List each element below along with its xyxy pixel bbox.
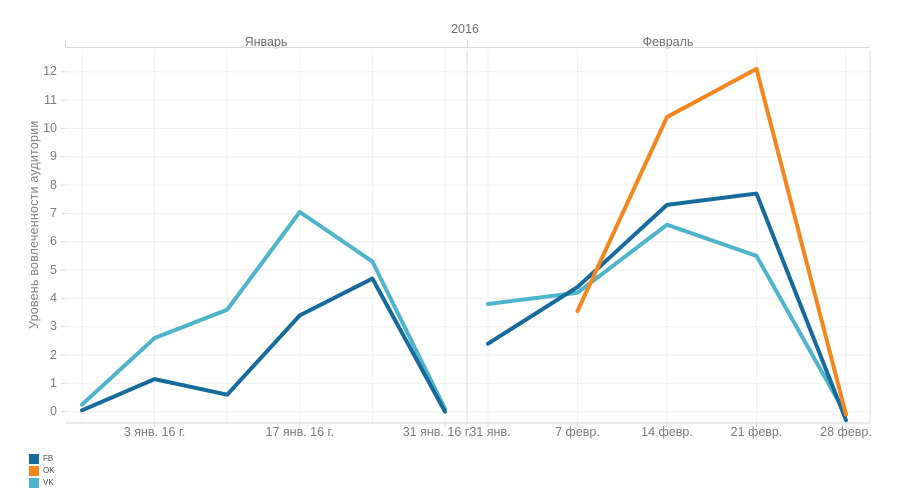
x-tick-label: 21 февр. xyxy=(730,425,783,439)
series-line-vk[interactable] xyxy=(486,222,848,417)
y-tick-label: 11 xyxy=(44,92,57,107)
series-line-vk[interactable] xyxy=(80,209,447,411)
series-line-fb[interactable] xyxy=(80,276,447,414)
legend-label-vk: VK xyxy=(43,478,54,487)
fb-color-swatch xyxy=(29,454,39,464)
legend-item-vk[interactable]: VK xyxy=(29,477,55,489)
y-tick-label: 6 xyxy=(50,234,57,249)
series-line-fb[interactable] xyxy=(486,191,848,423)
x-tick-label: 14 февр. xyxy=(641,425,693,439)
y-tick-label: 10 xyxy=(43,120,57,135)
legend-item-fb[interactable]: FB xyxy=(29,453,55,465)
y-tick-label: 3 xyxy=(50,319,57,334)
legend-item-ok[interactable]: OK xyxy=(29,465,55,477)
year-header: 2016 xyxy=(451,22,479,36)
vk-color-swatch xyxy=(29,478,39,488)
legend-label-fb: FB xyxy=(43,454,54,463)
y-tick-label: 1 xyxy=(50,375,57,390)
plot-area xyxy=(61,50,871,427)
y-tick-label: 0 xyxy=(50,404,57,419)
y-tick-label: 12 xyxy=(43,64,57,79)
header-left-cap xyxy=(65,40,66,47)
panel-header-february: Февраль xyxy=(642,35,694,49)
header-year-divider xyxy=(467,40,468,47)
y-tick-label: 4 xyxy=(50,290,57,305)
y-axis-title: Уровень вовлеченности аудитории xyxy=(27,120,41,330)
ok-color-swatch xyxy=(29,466,39,476)
x-tick-label: 31 янв. 16 г. xyxy=(402,425,472,439)
panel-header-january: Январь xyxy=(244,35,288,49)
x-tick-label: 3 янв. 16 г. xyxy=(123,425,186,439)
x-tick-label: 17 янв. 16 г. xyxy=(265,425,335,439)
legend-label-ok: OK xyxy=(43,466,55,475)
x-tick-label: 7 февр. xyxy=(555,425,600,439)
legend: FB OK VK xyxy=(29,453,55,489)
y-tick-label: 9 xyxy=(50,149,57,164)
y-tick-label: 5 xyxy=(50,262,57,277)
y-tick-label: 7 xyxy=(50,205,57,220)
y-tick-label: 8 xyxy=(50,177,57,192)
x-tick-label: 31 янв. xyxy=(469,425,511,439)
y-tick-label: 2 xyxy=(50,347,57,362)
series-line-ok[interactable] xyxy=(575,66,848,417)
x-tick-label: 28 февр. xyxy=(820,425,872,439)
header-divider-line xyxy=(65,47,870,48)
